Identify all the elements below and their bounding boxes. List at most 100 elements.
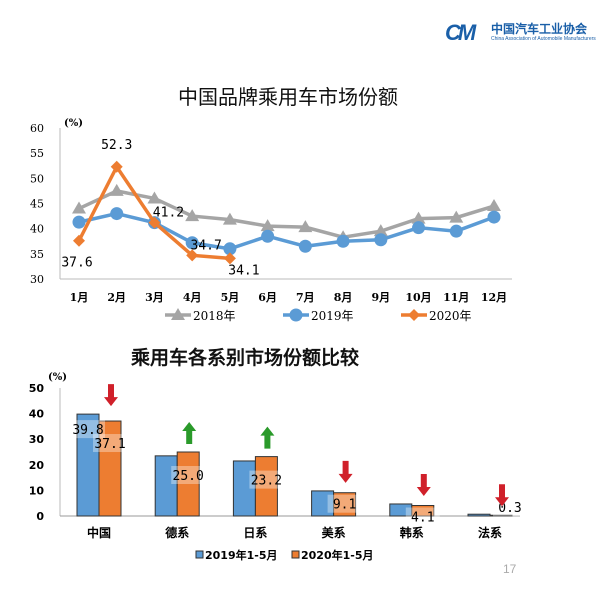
line-point-0 [449,210,464,223]
arrow-down-icon [338,460,353,483]
bar-data-label: 25.0 [173,469,204,484]
bar-x-tick: 美系 [322,525,346,540]
bar-data-label: 0.3 [498,501,521,516]
bar-x-tick: 德系 [165,525,189,540]
bar-data-label: 4.1 [411,511,434,526]
line-x-tick: 3月 [145,291,164,304]
line-point-0 [185,209,200,222]
line-y-tick: 35 [30,248,44,261]
bar-x-tick: 法系 [478,525,502,540]
line-point-0 [147,191,162,204]
bar-0 [467,513,491,517]
bar-label-bg [71,420,105,439]
line-x-tick: 12月 [481,291,507,304]
logo: CM 中国汽车工业协会 China Association of Automob… [445,18,596,48]
bar-data-label: 9.1 [333,498,356,513]
line-point-0 [109,183,124,196]
line-y-tick: 55 [30,147,44,160]
line-point-1 [72,215,86,229]
page-number: 17 [503,562,517,576]
legend-marker [171,308,185,320]
line-point-1 [298,239,312,253]
line-point-0 [72,201,86,214]
bar-x-tick: 日系 [243,525,267,540]
bar-1 [98,420,122,517]
line-x-tick: 10月 [405,291,431,304]
arrow-down-icon [416,473,431,496]
line-data-label: 52.3 [101,138,132,153]
bar-data-label: 37.1 [94,437,125,452]
legend-marker [289,308,303,322]
line-y-unit: (%) [64,118,83,129]
line-point-1 [374,233,388,247]
line-point-2 [186,249,199,262]
line-data-label: 34.1 [228,263,259,278]
line-x-tick: 11月 [443,291,469,304]
line-data-label: 41.2 [153,206,184,221]
bar-label-bg [249,470,284,489]
bar-data-label: 23.2 [251,474,282,489]
line-x-tick: 6月 [258,291,277,304]
bar-y-tick: 30 [29,433,45,446]
line-chart-title: 中国品牌乘用车市场份额 [178,85,398,109]
line-point-2 [223,252,236,265]
line-point-0 [411,211,426,224]
line-point-2 [73,234,85,247]
line-point-1 [223,242,237,256]
line-point-1 [487,210,501,224]
bar-1 [333,492,357,517]
line-point-0 [222,212,237,225]
legend-label: 2020年 [429,309,472,323]
line-point-1 [412,221,426,235]
arrow-down-icon [495,484,509,507]
legend-swatch [195,550,204,559]
line-point-2 [148,216,161,229]
line-x-tick: 5月 [221,291,240,304]
line-point-0 [373,224,388,237]
line-y-tick: 50 [30,172,44,185]
line-point-0 [298,220,313,233]
bar-1 [254,456,278,517]
line-x-tick: 8月 [334,291,353,304]
bar-y-tick: 0 [36,510,44,523]
bar-1 [489,514,513,517]
arrow-down-icon [104,384,118,407]
bar-chart-title: 乘用车各系别市场份额比较 [130,346,359,369]
line-y-tick: 60 [30,122,44,135]
bar-x-tick: 中国 [87,525,111,540]
line-point-0 [487,199,501,212]
bar-label-bg [93,434,127,453]
bar-label-bg [405,507,440,526]
bar-y-tick: 10 [29,484,45,497]
arrow-up-icon [260,426,275,449]
bar-y-tick: 40 [29,408,45,421]
line-point-1 [261,229,275,243]
arrow-up-icon [182,422,197,444]
bar-1 [176,451,200,517]
legend-label: 2020年1-5月 [301,548,374,562]
line-point-1 [110,207,124,221]
line-point-1 [449,224,463,238]
legend-swatch [291,550,300,559]
legend-marker [408,309,420,321]
legend-label: 2018年 [193,309,236,323]
logo-name-en: China Association of Automobile Manufact… [491,36,596,42]
line-y-tick: 45 [30,198,44,211]
bar-y-tick: 20 [29,459,45,472]
bar-y-unit: (%) [48,372,67,383]
bar-label-bg [327,494,362,513]
bar-1 [411,505,435,517]
line-y-tick: 30 [30,273,44,286]
line-x-tick: 4月 [183,291,202,304]
bar-y-tick: 50 [29,382,45,395]
legend-label: 2019年1-5月 [205,548,278,562]
bar-x-tick: 韩系 [400,525,424,540]
logo-mark: CM [445,20,476,45]
line-data-label: 34.7 [191,238,222,253]
bar-label-bg [171,466,206,484]
line-data-label: 37.6 [61,256,92,271]
line-point-1 [336,234,350,248]
line-series-0 [78,189,495,240]
line-y-tick: 40 [30,223,44,236]
